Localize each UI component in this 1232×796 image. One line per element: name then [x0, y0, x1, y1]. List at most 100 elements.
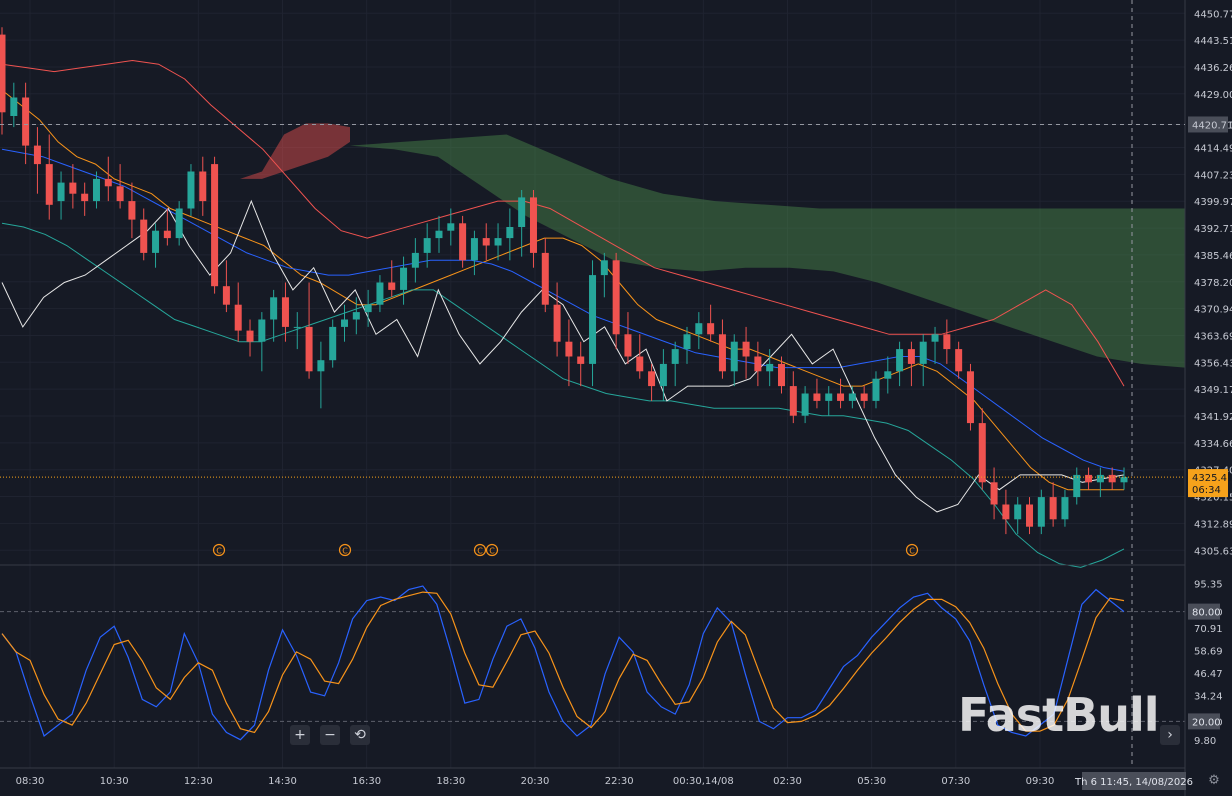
candle-body [140, 219, 148, 253]
bearish-cloud [240, 123, 350, 179]
candle-body [919, 341, 927, 364]
osc-level-label: 20.00 [1192, 717, 1221, 728]
indicator-line [1, 222, 1125, 568]
last-price-label: 4325.41 [1192, 473, 1232, 484]
marker-label: C [909, 547, 915, 556]
candle [470, 230, 478, 276]
candle [990, 467, 998, 520]
candle [317, 341, 325, 409]
candle-body [92, 178, 100, 202]
settings-gear-icon[interactable]: ⚙ [1208, 773, 1220, 788]
price-tick-label: 4349.17 [1194, 385, 1232, 396]
candle-body [1037, 497, 1045, 527]
candle [1120, 467, 1128, 490]
candle-body [612, 260, 620, 335]
candle-body [777, 363, 785, 387]
time-tick-label: 08:30 [16, 776, 45, 787]
time-tick-label: 05:30 [857, 776, 886, 787]
scroll-right-button[interactable]: › [1160, 725, 1180, 745]
marker-label: C [216, 547, 222, 556]
ichimoku-cloud [240, 123, 1185, 368]
candle [518, 190, 526, 257]
candle-body [659, 363, 667, 387]
candle-body [577, 356, 585, 364]
candle-body [624, 334, 632, 357]
price-tick-label: 4436.26 [1194, 63, 1232, 74]
candle-body [152, 230, 160, 253]
candle [211, 156, 219, 294]
time-tick-label: 10:30 [100, 776, 129, 787]
osc-tick-label: 46.47 [1194, 669, 1223, 680]
candle-body [482, 238, 490, 246]
price-tick-label: 4370.94 [1194, 305, 1232, 316]
candle-body [1049, 497, 1057, 520]
candle-body [45, 164, 53, 205]
candle-body [907, 349, 915, 364]
candle-body [1061, 497, 1069, 520]
candle-body [33, 145, 41, 165]
candle [978, 408, 986, 490]
candle-body [553, 304, 561, 342]
event-marker: C [338, 543, 352, 557]
marker-label: C [342, 547, 348, 556]
candle-body [400, 267, 408, 290]
candle [234, 282, 242, 342]
candle-body [955, 349, 963, 372]
candle [447, 208, 455, 246]
reset-chart-button[interactable]: ⟲ [350, 725, 370, 745]
candle [813, 378, 821, 409]
candle-body [116, 186, 124, 202]
zoom-out-button[interactable]: − [320, 725, 340, 745]
candle [541, 238, 549, 313]
candle [140, 208, 148, 261]
candle-body [57, 182, 65, 202]
candle-body [187, 171, 195, 209]
candle [1073, 467, 1081, 505]
candle-body [943, 334, 951, 350]
marker-label: C [477, 547, 483, 556]
candle-body [707, 323, 715, 335]
candle [293, 312, 301, 350]
marker-circle [212, 543, 226, 557]
candle-body [175, 208, 183, 239]
candle-body [978, 423, 986, 483]
candle [529, 190, 537, 268]
candle-body [636, 356, 644, 372]
candle [258, 312, 266, 372]
candle [92, 171, 100, 209]
event-marker: C [485, 543, 499, 557]
time-tick-label: 07:30 [941, 776, 970, 787]
candle-body [730, 341, 738, 372]
candle [33, 127, 41, 194]
candle [163, 208, 171, 246]
candle [482, 223, 490, 261]
candle-body [896, 349, 904, 372]
candle [494, 223, 502, 261]
candle [281, 282, 289, 342]
candle-body [352, 312, 360, 320]
event-marker: C [473, 543, 487, 557]
candle-body [1085, 474, 1093, 483]
candle [1014, 497, 1022, 535]
candle-body [529, 197, 537, 253]
candle [1037, 489, 1045, 535]
price-tick-label: 4429.00 [1194, 90, 1232, 101]
candle-body [364, 304, 372, 313]
countdown-label: 06:34 [1192, 485, 1221, 496]
candle [329, 319, 337, 368]
candle [1061, 489, 1069, 527]
candle-body [1014, 504, 1022, 520]
candle [955, 341, 963, 379]
candle-body [848, 393, 856, 401]
candle [1085, 467, 1093, 490]
zoom-in-button[interactable]: + [290, 725, 310, 745]
osc-d-line [1, 591, 1125, 734]
candle-body [589, 275, 597, 364]
osc-tick-label: 70.91 [1194, 624, 1223, 635]
price-tick-label: 4305.63 [1194, 546, 1232, 557]
time-tick-label: 09:30 [1026, 776, 1055, 787]
price-tick-label: 4363.69 [1194, 331, 1232, 342]
candle [907, 341, 915, 387]
candle-body [1073, 474, 1081, 498]
